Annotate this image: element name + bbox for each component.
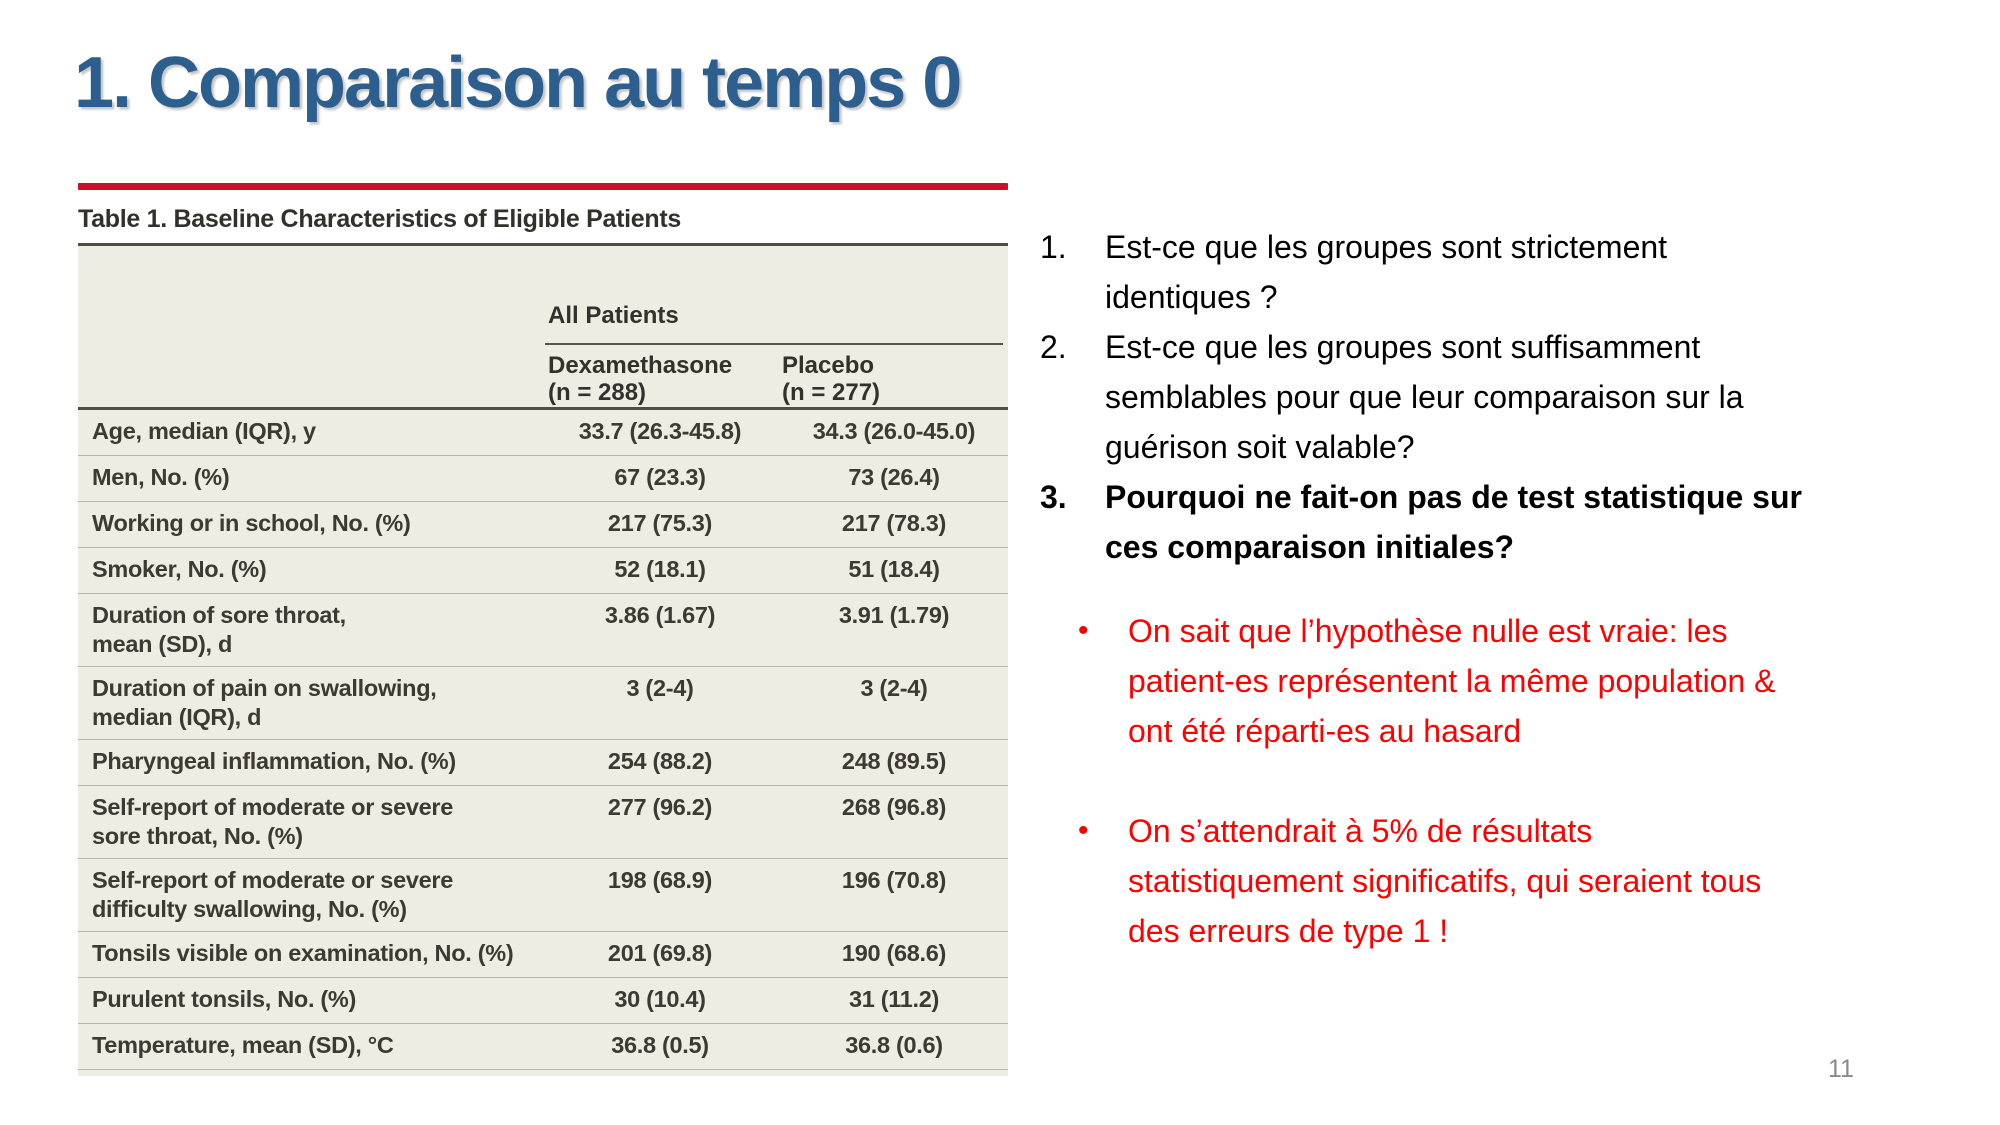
question-item-2: 2. Est-ce que les groupes sont suffisamm… xyxy=(1032,322,1937,472)
table-row: Duration of pain on swallowing, median (… xyxy=(78,667,1008,740)
answer-item-1: • On sait que l’hypothèse nulle est vrai… xyxy=(1032,606,1937,756)
answer-item-2: • On s’attendrait à 5% de résultats stat… xyxy=(1032,806,1937,956)
row-label: Tonsils visible on examination, No. (%) xyxy=(92,940,514,966)
bullet-icon: • xyxy=(1078,814,1089,847)
question-number: 1. xyxy=(1040,229,1067,265)
row-value-placebo: 217 (78.3) xyxy=(841,510,947,536)
row-value-dexamethasone: 198 (68.9) xyxy=(607,867,713,893)
row-label: Age, median (IQR), y xyxy=(92,418,316,444)
row-value-placebo: 190 (68.6) xyxy=(841,940,947,966)
row-value-dexamethasone: 277 (96.2) xyxy=(607,794,713,820)
table-row: Purulent tonsils, No. (%) 30 (10.4) 31 (… xyxy=(78,978,1008,1024)
row-value-dexamethasone: 30 (10.4) xyxy=(614,986,706,1012)
question-number: 3. xyxy=(1040,479,1067,515)
page-number: 11 xyxy=(1828,1055,1854,1083)
table-row: Men, No. (%) 67 (23.3) 73 (26.4) xyxy=(78,456,1008,502)
bullet-icon: • xyxy=(1078,614,1089,647)
answers-list: • On sait que l’hypothèse nulle est vrai… xyxy=(1032,606,1937,956)
table-row: Pharyngeal inflammation, No. (%) 254 (88… xyxy=(78,740,1008,786)
question-text: Est-ce que les groupes sont suffisamment… xyxy=(1105,329,1744,465)
row-label: Men, No. (%) xyxy=(92,464,230,490)
row-value-placebo: 3 (2-4) xyxy=(860,675,928,701)
row-label: Self-report of moderate or severe diffic… xyxy=(92,867,453,922)
table-row: Duration of sore throat, mean (SD), d 3.… xyxy=(78,594,1008,667)
title-accent-rule xyxy=(78,183,1008,190)
answer-text: On s’attendrait à 5% de résultats statis… xyxy=(1128,813,1762,949)
row-value-placebo: 34.3 (26.0-45.0) xyxy=(812,418,976,444)
answer-text: On sait que l’hypothèse nulle est vraie:… xyxy=(1128,613,1776,749)
table-row: Self-report of moderate or severe diffic… xyxy=(78,859,1008,932)
row-value-placebo: 268 (96.8) xyxy=(841,794,947,820)
row-label: Working or in school, No. (%) xyxy=(92,510,411,536)
table-panel: All Patients Dexamethasone (n = 288) Pla… xyxy=(78,243,1008,1076)
row-value-dexamethasone: 201 (69.8) xyxy=(607,940,713,966)
group-header-underline xyxy=(545,343,1003,345)
table-row: Temperature, mean (SD), °C 36.8 (0.5) 36… xyxy=(78,1024,1008,1070)
row-value-dexamethasone: 3 (2-4) xyxy=(626,675,694,701)
row-label: Self-report of moderate or severe sore t… xyxy=(92,794,453,849)
row-label: Duration of pain on swallowing, median (… xyxy=(92,675,437,730)
table-caption: Table 1. Baseline Characteristics of Eli… xyxy=(78,205,682,233)
question-item-1: 1. Est-ce que les groupes sont stricteme… xyxy=(1032,222,1937,322)
row-value-placebo: 31 (11.2) xyxy=(848,986,940,1012)
question-text: Est-ce que les groupes sont strictement … xyxy=(1105,229,1668,315)
discussion-panel: 1. Est-ce que les groupes sont stricteme… xyxy=(1032,222,1937,956)
table-row: Smoker, No. (%) 52 (18.1) 51 (18.4) xyxy=(78,548,1008,594)
row-value-placebo: 73 (26.4) xyxy=(848,464,940,490)
baseline-characteristics-table: Table 1. Baseline Characteristics of Eli… xyxy=(78,200,1008,1076)
row-value-dexamethasone: 254 (88.2) xyxy=(607,748,713,774)
table-row: Self-report of moderate or severe sore t… xyxy=(78,786,1008,859)
table-header: All Patients Dexamethasone (n = 288) Pla… xyxy=(78,246,1008,410)
row-label: Purulent tonsils, No. (%) xyxy=(92,986,357,1012)
group-header-all-patients: All Patients xyxy=(548,302,679,329)
question-item-3: 3. Pourquoi ne fait-on pas de test stati… xyxy=(1032,472,1937,572)
row-value-placebo: 36.8 (0.6) xyxy=(845,1032,943,1058)
row-value-placebo: 196 (70.8) xyxy=(841,867,947,893)
questions-list: 1. Est-ce que les groupes sont stricteme… xyxy=(1032,222,1937,572)
row-value-placebo: 3.91 (1.79) xyxy=(838,602,950,628)
question-number: 2. xyxy=(1040,329,1067,365)
row-label: Duration of sore throat, mean (SD), d xyxy=(92,602,346,657)
column-header-dexamethasone: Dexamethasone (n = 288) xyxy=(548,352,733,406)
column-header-placebo: Placebo (n = 277) xyxy=(782,352,881,406)
row-value-dexamethasone: 36.8 (0.5) xyxy=(611,1032,709,1058)
table-row: Working or in school, No. (%) 217 (75.3)… xyxy=(78,502,1008,548)
row-value-dexamethasone: 52 (18.1) xyxy=(614,556,706,582)
slide-title: 1. Comparaison au temps 0 xyxy=(74,43,962,123)
row-label: Pharyngeal inflammation, No. (%) xyxy=(92,748,456,774)
row-label: Smoker, No. (%) xyxy=(92,556,267,582)
question-text: Pourquoi ne fait-on pas de test statisti… xyxy=(1105,479,1802,565)
row-label: Temperature, mean (SD), °C xyxy=(92,1032,394,1058)
row-value-placebo: 248 (89.5) xyxy=(841,748,947,774)
row-value-dexamethasone: 3.86 (1.67) xyxy=(604,602,716,628)
row-value-dexamethasone: 217 (75.3) xyxy=(607,510,713,536)
table-row: Age, median (IQR), y 33.7 (26.3-45.8) 34… xyxy=(78,410,1008,456)
row-value-dexamethasone: 67 (23.3) xyxy=(614,464,706,490)
row-value-placebo: 51 (18.4) xyxy=(848,556,940,582)
table-row: Tonsils visible on examination, No. (%) … xyxy=(78,932,1008,978)
row-value-dexamethasone: 33.7 (26.3-45.8) xyxy=(578,418,742,444)
